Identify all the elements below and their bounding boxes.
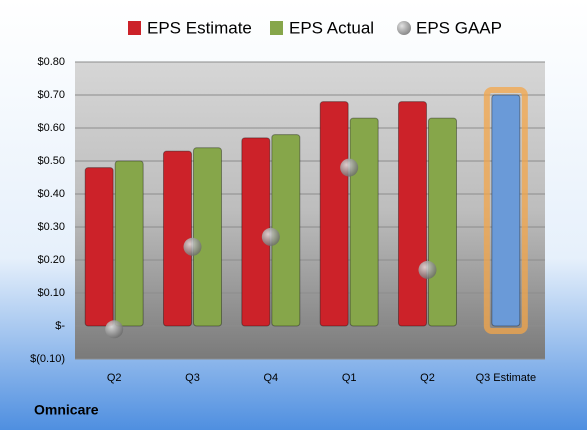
plot-area <box>75 62 545 359</box>
gaap-marker <box>183 237 202 256</box>
gaap-marker <box>261 227 280 246</box>
y-tick-label: $0.30 <box>37 221 65 233</box>
legend-label: EPS Estimate <box>147 18 252 37</box>
bar <box>193 147 222 327</box>
y-tick-label: $0.50 <box>37 155 65 167</box>
x-tick-label: Q2 <box>420 372 435 384</box>
x-tick-label: Q3 Estimate <box>476 372 537 384</box>
chart-title: Omnicare <box>34 402 99 418</box>
legend-marker <box>270 21 283 35</box>
y-tick-label: $0.70 <box>37 89 65 101</box>
gaap-marker <box>105 320 124 339</box>
bar <box>491 94 521 327</box>
bar <box>349 117 379 327</box>
bar <box>428 117 457 327</box>
y-tick-label: $0.20 <box>37 254 65 266</box>
y-tick-label: $(0.10) <box>30 353 65 365</box>
gaap-marker <box>418 260 437 279</box>
legend-marker <box>128 21 141 35</box>
bar <box>319 101 349 327</box>
x-tick-label: Q1 <box>342 372 357 384</box>
y-tick-label: $- <box>55 320 65 332</box>
legend-label: EPS GAAP <box>416 18 502 37</box>
bar <box>163 150 192 327</box>
x-tick-label: Q2 <box>107 372 122 384</box>
y-tick-label: $0.40 <box>37 188 65 200</box>
y-tick-label: $0.80 <box>37 56 65 68</box>
legend-marker <box>397 21 411 35</box>
y-tick-label: $0.60 <box>37 122 65 134</box>
x-tick-label: Q3 <box>185 372 200 384</box>
legend-label: EPS Actual <box>289 18 374 37</box>
x-tick-label: Q4 <box>263 372 278 384</box>
y-tick-label: $0.10 <box>37 287 65 299</box>
bar <box>398 101 427 327</box>
bar <box>114 160 144 327</box>
bar <box>84 167 114 327</box>
highlight-glow <box>483 87 528 334</box>
gaap-marker <box>340 158 359 177</box>
